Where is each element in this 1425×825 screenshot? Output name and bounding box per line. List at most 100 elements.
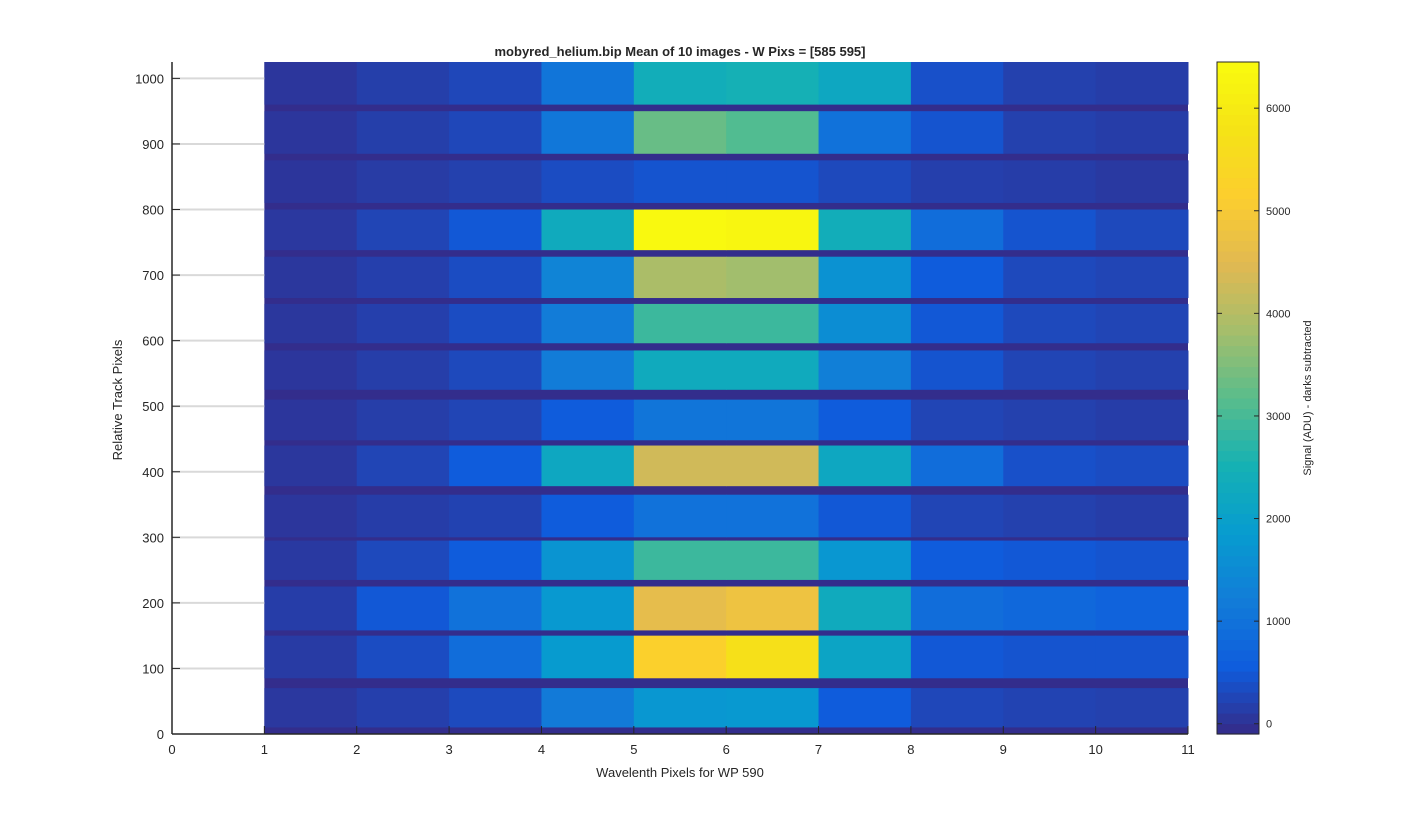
colorbar-swatch: [1217, 450, 1259, 462]
y-tick-label: 300: [142, 530, 164, 545]
colorbar-swatch: [1217, 177, 1259, 189]
colorbar-swatch: [1217, 356, 1259, 368]
heatmap-cell-track9-col8: [910, 303, 1004, 344]
heatmap-cell-track11-col8: [910, 209, 1004, 251]
colorbar-frame: [1216, 61, 1260, 735]
heatmap-cell-track11-col7: [818, 209, 912, 251]
heatmap-cell-track9-col9: [1003, 303, 1097, 344]
colorbar-swatch: [1217, 429, 1259, 441]
colorbar-swatch: [1217, 618, 1259, 630]
heatmap-cell-track5-col5: [633, 494, 727, 538]
colorbar-swatch: [1217, 167, 1259, 179]
heatmap-cell-track6-col4: [541, 445, 635, 487]
heatmap-cell-track3-col4: [541, 586, 635, 631]
y-tick-label: 900: [142, 137, 164, 152]
heatmap-cell-track14-col9: [1003, 62, 1097, 105]
colorbar-swatch: [1217, 114, 1259, 126]
heatmap-cell-track6-col2: [356, 445, 450, 487]
colorbar-swatch: [1217, 188, 1259, 200]
heatmap-cell-track3-col6: [726, 586, 820, 631]
heatmap-cell-track12-col9: [1003, 160, 1097, 203]
heatmap-cell-track7-col8: [910, 399, 1004, 441]
colorbar-swatch: [1217, 146, 1259, 158]
heatmap-cell-track10-col2: [356, 256, 450, 299]
colorbar-tick-label: 6000: [1266, 103, 1290, 115]
x-tick-label: 4: [538, 742, 545, 757]
heatmap-cell-track5-col4: [541, 494, 635, 538]
heatmap-cell-track8-col2: [356, 350, 450, 390]
heatmap-cell-track8-col4: [541, 350, 635, 390]
heatmap-cell-track10-col1: [264, 256, 358, 299]
colorbar-swatch: [1217, 219, 1259, 231]
heatmap-cell-track7-col6: [726, 399, 820, 441]
heatmap-cell-track12-col5: [633, 160, 727, 203]
heatmap-cell-track7-col10: [1095, 399, 1189, 441]
heatmap-cell-track10-col4: [541, 256, 635, 299]
heatmap-cell-track10-col3: [449, 256, 542, 299]
y-tick-label: 700: [142, 268, 164, 283]
heatmap-cell-track12-col7: [818, 160, 912, 203]
heatmap-cell-track7-col4: [541, 399, 635, 441]
heatmap-cell-track9-col3: [449, 303, 542, 344]
colorbar-swatch: [1217, 408, 1259, 420]
heatmap-cell-track2-col3: [449, 635, 542, 679]
heatmap-cell-track7-col5: [633, 399, 727, 441]
y-tick-label: 800: [142, 203, 164, 218]
x-tick-label: 7: [815, 742, 822, 757]
colorbar-swatch: [1217, 545, 1259, 557]
heatmap-cell-track7-col9: [1003, 399, 1097, 441]
heatmap-cell-track10-col10: [1095, 256, 1189, 299]
heatmap-cell-track2-col7: [818, 635, 912, 679]
heatmap-cell-track5-col2: [356, 494, 450, 538]
x-tick-label: 10: [1088, 742, 1102, 757]
heatmap-cell-track6-col3: [449, 445, 542, 487]
heatmap-cell-track13-col8: [910, 111, 1004, 154]
x-axis-label: Wavelenth Pixels for WP 590: [596, 765, 764, 780]
heatmap-cell-track11-col5: [633, 209, 727, 251]
colorbar-swatch: [1217, 209, 1259, 221]
colorbar-swatch: [1217, 681, 1259, 693]
heatmap-cell-track13-col5: [633, 111, 727, 154]
heatmap-cell-track6-col1: [264, 445, 358, 487]
colorbar-swatch: [1217, 93, 1259, 105]
colorbar-swatch: [1217, 576, 1259, 588]
colorbar-swatch: [1217, 513, 1259, 525]
heatmap-cell-track13-col2: [356, 111, 450, 154]
colorbar-swatch: [1217, 261, 1259, 273]
heatmap-cell-track7-col7: [818, 399, 912, 441]
heatmap-cell-track4-col6: [726, 540, 820, 580]
y-tick-label: 600: [142, 334, 164, 349]
heatmap-cell-track14-col3: [449, 62, 542, 105]
colorbar-swatch: [1217, 314, 1259, 326]
colorbar-swatch: [1217, 639, 1259, 651]
heatmap-cell-track11-col3: [449, 209, 542, 251]
heatmap-cell-track9-col1: [264, 303, 358, 344]
heatmap-cell-track1-col10: [1095, 688, 1189, 728]
colorbar-swatch: [1217, 272, 1259, 284]
heatmap-cell-track3-col3: [449, 586, 542, 631]
colorbar-swatch: [1217, 240, 1259, 252]
colorbar-swatch: [1217, 387, 1259, 399]
colorbar-label: Signal (ADU) - darks subtracted: [1302, 320, 1314, 475]
colorbar-swatch: [1217, 660, 1259, 672]
heatmap-cell-track11-col9: [1003, 209, 1097, 251]
colorbar-swatch: [1217, 524, 1259, 536]
colorbar-swatch: [1217, 702, 1259, 714]
colorbar-swatch: [1217, 366, 1259, 378]
heatmap-cell-track1-col8: [910, 688, 1004, 728]
heatmap-cell-track13-col4: [541, 111, 635, 154]
heatmap-cell-track10-col8: [910, 256, 1004, 299]
heatmap-cell-track12-col1: [264, 160, 358, 203]
colorbar-swatch: [1217, 398, 1259, 410]
x-tick-label: 5: [630, 742, 637, 757]
heatmap-cell-track11-col2: [356, 209, 450, 251]
colorbar-swatch: [1217, 566, 1259, 578]
x-tick-label: 0: [168, 742, 175, 757]
y-tick-label: 500: [142, 399, 164, 414]
colorbar-swatch: [1217, 608, 1259, 620]
x-tick-label: 11: [1181, 742, 1195, 757]
heatmap-cell-track12-col4: [541, 160, 635, 203]
heatmap-cell-track4-col1: [264, 540, 358, 580]
heatmap-cell-track11-col10: [1095, 209, 1189, 251]
